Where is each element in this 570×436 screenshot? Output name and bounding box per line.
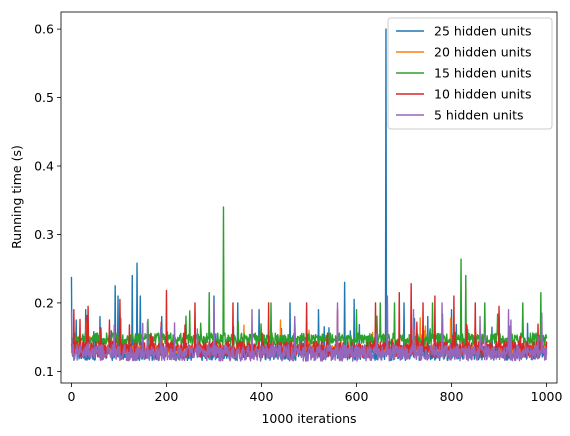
plot-lines [70,28,548,362]
x-tick-label: 400 [250,389,274,404]
legend-label: 15 hidden units [434,66,531,81]
x-tick-label: 200 [155,389,179,404]
x-axis-label: 1000 iterations [261,411,356,426]
x-axis: 0 200 400 600 800 1000 [67,383,563,404]
legend-label: 20 hidden units [434,45,531,60]
x-tick-label: 800 [440,389,464,404]
legend: 25 hidden units 20 hidden units 15 hidden … [387,17,553,130]
x-tick-label: 600 [345,389,369,404]
legend-label: 25 hidden units [434,24,531,39]
plot-frame [60,11,558,384]
y-tick-label: 0.2 [34,295,54,310]
y-tick-label: 0.5 [34,90,54,105]
y-tick-label: 0.6 [34,22,54,37]
y-tick-label: 0.4 [34,159,54,174]
y-axis-label: Running time (s) [9,145,24,249]
x-tick-label: 0 [67,389,75,404]
y-axis: 0.1 0.2 0.3 0.4 0.5 0.6 [34,22,61,379]
legend-label: 5 hidden units [434,108,524,123]
y-tick-label: 0.3 [34,227,54,242]
legend-box [387,17,553,130]
legend-label: 10 hidden units [434,87,531,102]
series-line-5 [70,295,548,362]
y-tick-label: 0.1 [34,364,54,379]
x-tick-label: 1000 [531,389,563,404]
